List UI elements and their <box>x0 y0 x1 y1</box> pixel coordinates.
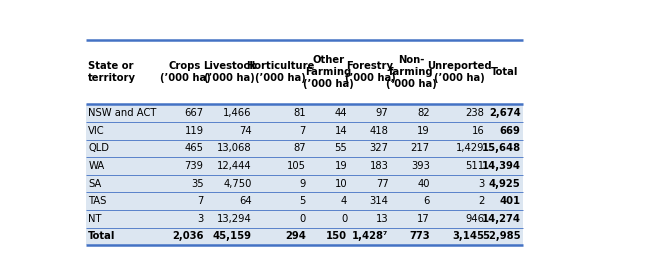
Text: 401: 401 <box>499 196 521 206</box>
Text: 2: 2 <box>478 196 484 206</box>
Text: 327: 327 <box>370 143 389 153</box>
Text: 9: 9 <box>300 179 306 189</box>
Text: 105: 105 <box>287 161 306 171</box>
Bar <box>86 157 523 175</box>
Text: 74: 74 <box>239 126 252 136</box>
Text: 0: 0 <box>300 214 306 224</box>
Text: TAS: TAS <box>88 196 107 206</box>
Text: Horticulture
(’000 ha): Horticulture (’000 ha) <box>246 61 315 83</box>
Text: 77: 77 <box>376 179 389 189</box>
Text: 739: 739 <box>185 161 203 171</box>
Text: 4,750: 4,750 <box>223 179 252 189</box>
Text: 465: 465 <box>185 143 203 153</box>
Text: 16: 16 <box>471 126 484 136</box>
Text: NSW and ACT: NSW and ACT <box>88 108 157 118</box>
Text: Other
Farming
(’000 ha): Other Farming (’000 ha) <box>303 55 354 89</box>
Text: QLD: QLD <box>88 143 109 153</box>
Text: Livestock
(’000 ha): Livestock (’000 ha) <box>203 61 256 83</box>
Text: 13: 13 <box>376 214 389 224</box>
Text: Forestry
(’000 ha): Forestry (’000 ha) <box>344 61 395 83</box>
Text: 183: 183 <box>370 161 389 171</box>
Text: 0: 0 <box>341 214 347 224</box>
Text: 35: 35 <box>191 179 203 189</box>
Bar <box>86 140 523 157</box>
Text: 393: 393 <box>411 161 430 171</box>
Text: 81: 81 <box>293 108 306 118</box>
Bar <box>86 210 523 228</box>
Text: 3: 3 <box>198 214 203 224</box>
Text: 7: 7 <box>300 126 306 136</box>
Text: 14,274: 14,274 <box>482 214 521 224</box>
Text: 238: 238 <box>465 108 484 118</box>
Text: 667: 667 <box>185 108 203 118</box>
Text: 13,294: 13,294 <box>216 214 252 224</box>
Text: 17: 17 <box>417 214 430 224</box>
Text: 1,429: 1,429 <box>456 143 484 153</box>
Text: 773: 773 <box>410 232 430 242</box>
Text: 13,068: 13,068 <box>217 143 252 153</box>
Text: 82: 82 <box>417 108 430 118</box>
Text: Non-
farming
(’000 ha): Non- farming (’000 ha) <box>386 55 437 89</box>
Text: 4: 4 <box>341 196 347 206</box>
Text: WA: WA <box>88 161 105 171</box>
Bar <box>86 175 523 193</box>
Text: 2,674: 2,674 <box>489 108 521 118</box>
Text: 45,159: 45,159 <box>213 232 252 242</box>
Text: 4,925: 4,925 <box>489 179 521 189</box>
Text: 5: 5 <box>300 196 306 206</box>
Bar <box>86 104 523 122</box>
Bar <box>86 40 523 104</box>
Text: 64: 64 <box>239 196 252 206</box>
Text: 217: 217 <box>411 143 430 153</box>
Text: 97: 97 <box>376 108 389 118</box>
Text: 294: 294 <box>285 232 306 242</box>
Text: 19: 19 <box>417 126 430 136</box>
Text: 7: 7 <box>198 196 203 206</box>
Text: NT: NT <box>88 214 102 224</box>
Bar <box>86 122 523 140</box>
Text: 3,145: 3,145 <box>452 232 484 242</box>
Text: 44: 44 <box>335 108 347 118</box>
Text: 1,428⁷: 1,428⁷ <box>352 232 389 242</box>
Text: VIC: VIC <box>88 126 105 136</box>
Text: 40: 40 <box>417 179 430 189</box>
Text: 12,444: 12,444 <box>217 161 252 171</box>
Bar <box>86 228 523 245</box>
Text: 14,394: 14,394 <box>482 161 521 171</box>
Text: 946: 946 <box>465 214 484 224</box>
Text: Total: Total <box>88 232 116 242</box>
Bar <box>86 193 523 210</box>
Text: 10: 10 <box>335 179 347 189</box>
Text: Crops
(’000 ha): Crops (’000 ha) <box>160 61 211 83</box>
Text: State or
territory: State or territory <box>88 61 136 83</box>
Text: 87: 87 <box>293 143 306 153</box>
Text: Total: Total <box>491 67 518 77</box>
Text: 418: 418 <box>370 126 389 136</box>
Text: 119: 119 <box>185 126 203 136</box>
Text: 1,466: 1,466 <box>223 108 252 118</box>
Text: 511: 511 <box>465 161 484 171</box>
Text: 3: 3 <box>478 179 484 189</box>
Text: Unreported
(’000 ha): Unreported (’000 ha) <box>427 61 491 83</box>
Text: 52,985: 52,985 <box>482 232 521 242</box>
Text: 19: 19 <box>335 161 347 171</box>
Text: 669: 669 <box>500 126 521 136</box>
Text: 6: 6 <box>423 196 430 206</box>
Text: 2,036: 2,036 <box>172 232 203 242</box>
Text: SA: SA <box>88 179 101 189</box>
Text: 314: 314 <box>370 196 389 206</box>
Text: 15,648: 15,648 <box>482 143 521 153</box>
Text: 14: 14 <box>335 126 347 136</box>
Text: 150: 150 <box>326 232 347 242</box>
Text: 55: 55 <box>335 143 347 153</box>
